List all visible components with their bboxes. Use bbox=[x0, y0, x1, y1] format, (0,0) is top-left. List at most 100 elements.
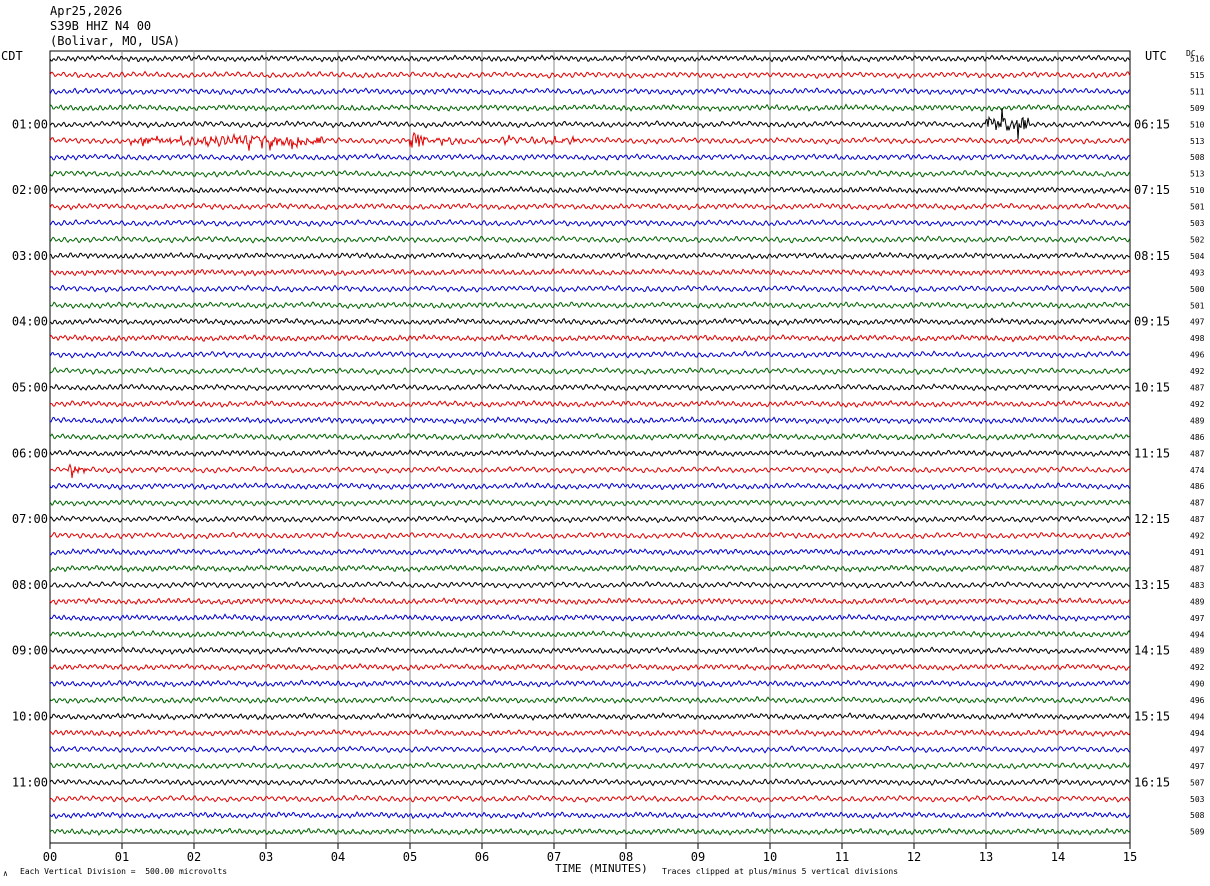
seismic-trace-line bbox=[49, 251, 1131, 261]
right-time-label: 07:15 bbox=[1134, 183, 1170, 197]
seismic-trace-line bbox=[49, 547, 1131, 557]
seismic-trace-line bbox=[49, 646, 1131, 655]
seismic-trace-line bbox=[49, 499, 1131, 507]
left-time-label: 10:00 bbox=[12, 710, 48, 724]
left-time-label: 01:00 bbox=[12, 117, 48, 131]
dc-offset-labels: 516 515 511 509 510 513 508 513 510 501 503 502 504 4… bbox=[1190, 55, 1205, 837]
dc-offset-label: 492 bbox=[1190, 400, 1205, 409]
left-time-label: 11:00 bbox=[12, 775, 48, 789]
dc-offset-label: 500 bbox=[1190, 285, 1205, 294]
dc-offset-label: 497 bbox=[1190, 762, 1205, 771]
left-zone-label: CDT bbox=[1, 49, 23, 63]
left-time-label: 09:00 bbox=[12, 644, 48, 658]
x-axis-title: TIME (MINUTES) bbox=[555, 862, 648, 875]
seismic-trace-line bbox=[49, 416, 1131, 425]
dc-offset-label: 496 bbox=[1190, 351, 1205, 360]
x-axis-ticks: 00 01 02 03 04 05 06 07 08 09 10 11 12 13 14 15 bbox=[43, 843, 1137, 864]
x-tick-label: 06 bbox=[475, 850, 489, 864]
seismic-trace-line bbox=[49, 629, 1131, 639]
dc-offset-label: 497 bbox=[1190, 745, 1205, 754]
station-label: S39B HHZ N4 00 bbox=[50, 19, 152, 33]
seismic-trace-line bbox=[49, 54, 1131, 63]
right-time-label: 16:15 bbox=[1134, 775, 1170, 789]
x-tick-label: 04 bbox=[331, 850, 345, 864]
seismic-trace-line bbox=[49, 613, 1131, 622]
dc-offset-label: 494 bbox=[1190, 713, 1205, 722]
dc-offset-label: 497 bbox=[1190, 614, 1205, 623]
corner-mark: ∧ bbox=[3, 869, 8, 878]
right-time-label: 13:15 bbox=[1134, 578, 1170, 592]
seismic-trace-line bbox=[49, 284, 1131, 293]
seismic-trace-line bbox=[49, 399, 1131, 408]
x-tick-label: 08 bbox=[619, 850, 633, 864]
dc-offset-label: 508 bbox=[1190, 811, 1205, 820]
x-tick-label: 00 bbox=[43, 850, 57, 864]
dc-offset-label: 487 bbox=[1190, 449, 1205, 458]
x-tick-label: 13 bbox=[979, 850, 993, 864]
dc-offset-label: 513 bbox=[1190, 170, 1205, 179]
dc-offset-label: 508 bbox=[1190, 153, 1205, 162]
location-label: (Bolivar, MO, USA) bbox=[50, 34, 181, 48]
dc-offset-label: 510 bbox=[1190, 120, 1205, 129]
dc-offset-label: 487 bbox=[1190, 564, 1205, 573]
x-tick-label: 11 bbox=[835, 850, 849, 864]
x-tick-label: 03 bbox=[259, 850, 273, 864]
dc-offset-label: 487 bbox=[1190, 384, 1205, 393]
seismic-trace-line bbox=[49, 185, 1131, 195]
seismic-trace-line bbox=[49, 449, 1131, 458]
dc-offset-label: 493 bbox=[1190, 268, 1205, 277]
dc-offset-label: 503 bbox=[1190, 219, 1205, 228]
left-time-label: 05:00 bbox=[12, 381, 48, 395]
seismic-trace-line bbox=[49, 131, 1131, 151]
seismic-trace-line bbox=[49, 153, 1131, 161]
seismic-trace-line bbox=[49, 580, 1131, 590]
seismic-trace-line bbox=[49, 366, 1131, 376]
seismic-trace-line bbox=[49, 87, 1131, 96]
x-tick-label: 15 bbox=[1123, 850, 1137, 864]
dc-offset-label: 504 bbox=[1190, 252, 1205, 261]
x-tick-label: 14 bbox=[1051, 850, 1065, 864]
seismic-trace-line bbox=[49, 695, 1131, 704]
seismic-trace-line bbox=[49, 432, 1131, 441]
left-time-label: 07:00 bbox=[12, 512, 48, 526]
right-time-label: 09:15 bbox=[1134, 315, 1170, 329]
dc-offset-label: 516 bbox=[1190, 55, 1205, 64]
seismic-trace-line bbox=[49, 712, 1131, 721]
dc-offset-label: 487 bbox=[1190, 499, 1205, 508]
left-time-label: 03:00 bbox=[12, 249, 48, 263]
dc-offset-label: 509 bbox=[1190, 828, 1205, 837]
x-tick-label: 05 bbox=[403, 850, 417, 864]
seismic-trace-line bbox=[49, 383, 1131, 392]
right-time-label: 06:15 bbox=[1134, 117, 1170, 131]
dc-offset-label: 507 bbox=[1190, 778, 1205, 787]
dc-offset-label: 515 bbox=[1190, 71, 1205, 80]
seismic-traces bbox=[49, 54, 1131, 836]
left-time-labels: 01:00 02:00 03:00 04:00 05:00 06:00 07:00 08:00… bbox=[12, 117, 48, 789]
plot-frame bbox=[49, 50, 1131, 844]
right-time-label: 08:15 bbox=[1134, 249, 1170, 263]
seismic-trace-line bbox=[49, 597, 1131, 606]
seismic-trace-line bbox=[49, 169, 1131, 178]
right-time-labels: 06:15 07:15 08:15 09:15 10:15 11:15 12:15 13:15… bbox=[1134, 117, 1170, 789]
right-time-label: 12:15 bbox=[1134, 512, 1170, 526]
seismic-trace-line bbox=[49, 70, 1131, 80]
dc-offset-label: 502 bbox=[1190, 235, 1205, 244]
seismic-trace-line bbox=[49, 218, 1131, 228]
dc-offset-label: 510 bbox=[1190, 186, 1205, 195]
seismic-trace-line bbox=[49, 679, 1131, 688]
dc-offset-label: 509 bbox=[1190, 104, 1205, 113]
date-label: Apr25,2026 bbox=[50, 4, 123, 18]
dc-offset-label: 497 bbox=[1190, 318, 1205, 327]
seismic-trace-line bbox=[49, 761, 1131, 770]
right-zone-label: UTC bbox=[1145, 49, 1167, 63]
x-tick-label: 10 bbox=[763, 850, 777, 864]
dc-offset-label: 513 bbox=[1190, 137, 1205, 146]
dc-offset-label: 498 bbox=[1190, 334, 1205, 343]
dc-offset-label: 487 bbox=[1190, 515, 1205, 524]
dc-offset-label: 489 bbox=[1190, 597, 1205, 606]
left-time-label: 02:00 bbox=[12, 183, 48, 197]
right-time-label: 15:15 bbox=[1134, 710, 1170, 724]
right-time-label: 11:15 bbox=[1134, 446, 1170, 460]
seismic-trace-line bbox=[49, 103, 1131, 113]
